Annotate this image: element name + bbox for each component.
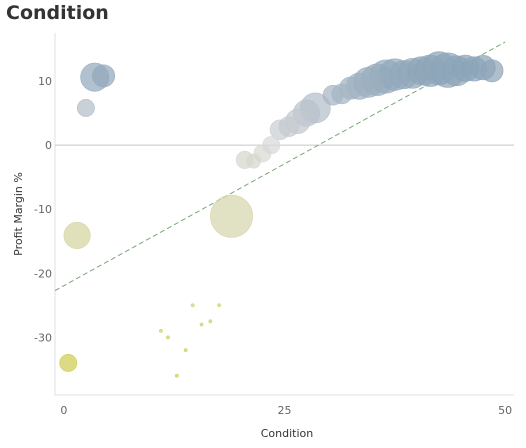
data-point[interactable] [63, 221, 91, 249]
points-layer [59, 51, 504, 378]
y-tick-label: 0 [45, 139, 52, 152]
data-point[interactable] [246, 153, 261, 169]
data-point[interactable] [59, 354, 78, 372]
data-point[interactable] [190, 303, 195, 308]
chart-title: Condition [6, 2, 109, 24]
data-point[interactable] [278, 116, 300, 137]
data-point[interactable] [199, 322, 204, 327]
x-tick-label: 0 [60, 404, 67, 417]
y-axis-label: Profit Margin % [12, 172, 25, 256]
data-point[interactable] [76, 99, 95, 117]
data-point[interactable] [331, 83, 353, 105]
x-axis-label: Condition [261, 427, 314, 440]
data-point[interactable] [480, 59, 504, 83]
y-tick-label: -10 [34, 203, 52, 216]
y-tick-label: 10 [38, 75, 52, 88]
y-tick-label: -20 [34, 267, 52, 280]
data-point[interactable] [262, 136, 281, 155]
data-point[interactable] [174, 373, 179, 378]
data-point[interactable] [406, 56, 436, 86]
y-tick-label: -30 [34, 331, 52, 344]
data-point[interactable] [183, 348, 188, 353]
data-point[interactable] [159, 329, 163, 333]
data-point[interactable] [208, 319, 213, 324]
data-point[interactable] [92, 64, 116, 88]
x-tick-label: 50 [498, 404, 512, 417]
data-point[interactable] [217, 303, 222, 308]
tick-labels-layer: 10 0 -10 -20 -30 0 25 50 [34, 75, 512, 417]
data-point[interactable] [166, 335, 170, 340]
x-tick-label: 25 [278, 404, 292, 417]
data-point[interactable] [210, 194, 254, 238]
